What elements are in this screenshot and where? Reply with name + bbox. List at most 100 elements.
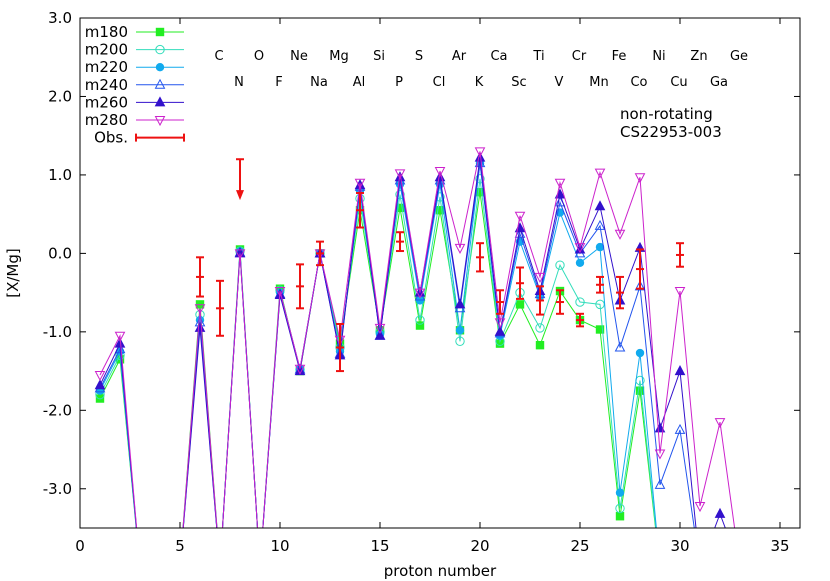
data-point-m280 <box>534 272 546 283</box>
data-point-m280 <box>674 287 686 298</box>
legend-label: m200 <box>85 41 128 59</box>
element-label: Sc <box>511 75 526 90</box>
obs-point <box>556 289 564 315</box>
data-point-m260 <box>594 200 606 211</box>
data-point-m200 <box>415 315 425 325</box>
element-label: C <box>214 49 223 64</box>
obs-point <box>676 242 684 268</box>
element-label: S <box>415 49 423 64</box>
legend-label: m240 <box>85 76 128 94</box>
element-label: Na <box>310 75 328 90</box>
data-point-m260 <box>454 298 466 309</box>
data-point-m260 <box>494 325 506 336</box>
data-point-m280 <box>414 288 426 299</box>
element-label: Al <box>353 75 366 90</box>
data-point-m280 <box>194 304 206 315</box>
data-point-m280 <box>594 168 606 179</box>
legend-marker <box>154 78 166 89</box>
data-point-m240 <box>674 423 686 434</box>
y-tick-label: -1.0 <box>43 323 72 341</box>
obs-point <box>576 312 584 328</box>
element-label: Ne <box>290 49 308 64</box>
data-point-m280 <box>514 211 526 222</box>
data-point-m200 <box>475 174 485 184</box>
legend-label: m220 <box>85 58 128 76</box>
data-point-m260 <box>94 379 106 390</box>
data-point-m280 <box>694 502 706 513</box>
series-line-m280 <box>99 151 736 528</box>
element-label: P <box>395 75 403 90</box>
x-tick-label: 10 <box>270 537 289 555</box>
data-point-m280 <box>614 229 626 240</box>
y-tick-label: 3.0 <box>48 9 72 27</box>
element-label: Ga <box>710 75 728 90</box>
data-point-m180 <box>495 339 505 348</box>
data-point-m280 <box>94 371 106 382</box>
annotation-star: CS22953-003 <box>620 123 722 141</box>
data-point-m180 <box>415 321 425 330</box>
y-tick-label: -3.0 <box>43 480 72 498</box>
element-label: Cr <box>572 49 587 64</box>
annotation-model: non-rotating <box>620 105 713 123</box>
obs-point <box>536 285 544 316</box>
element-label: N <box>234 75 244 90</box>
y-tick-label: -2.0 <box>43 401 72 419</box>
element-label: Ar <box>452 49 467 64</box>
obs-point <box>216 279 224 337</box>
obs-point <box>356 191 364 229</box>
legend-marker <box>155 62 165 72</box>
element-labels: C O Ne Mg Si S Ar Ca Ti Cr Fe Ni Zn Ge N F Na Al P Cl K Sc V Mn… <box>214 49 748 90</box>
legend-marker <box>154 116 166 127</box>
element-label: Cu <box>670 75 687 90</box>
data-point-m280 <box>554 178 566 189</box>
obs-point <box>496 289 504 315</box>
x-tick-label: 35 <box>770 537 789 555</box>
y-axis-label: [X/Mg] <box>4 248 22 298</box>
element-label: Ni <box>652 49 665 64</box>
data-point-m200 <box>535 323 545 333</box>
obs-point <box>316 240 324 267</box>
element-label: V <box>555 75 564 90</box>
data-point-m180 <box>475 187 485 197</box>
data-point-m260 <box>714 507 726 518</box>
series-m280 <box>94 147 736 528</box>
element-label: Mg <box>329 49 348 64</box>
element-label: Mn <box>589 75 608 90</box>
x-tick-label: 5 <box>175 537 185 555</box>
data-point-m260 <box>194 321 206 332</box>
data-point-m200 <box>455 336 465 346</box>
data-point-m240 <box>654 478 666 489</box>
data-point-m180 <box>595 325 605 334</box>
data-point-m220 <box>575 258 585 267</box>
data-point-m180 <box>435 206 445 215</box>
obs-point <box>296 263 304 310</box>
obs-point <box>396 231 404 253</box>
y-tick-label: 1.0 <box>48 166 72 184</box>
data-point-m200 <box>615 503 625 514</box>
data-point-m240 <box>614 341 626 352</box>
plot-frame <box>79 17 801 529</box>
data-point-m280 <box>374 323 386 334</box>
obs-point <box>236 158 244 201</box>
data-point-m240 <box>634 280 646 291</box>
data-point-m180 <box>535 340 545 350</box>
y-tick-label: 0.0 <box>48 244 72 262</box>
data-point-m220 <box>615 488 625 497</box>
data-point-m180 <box>395 203 405 213</box>
obs-point <box>636 248 644 290</box>
data-point-m280 <box>714 418 726 429</box>
element-label: Ca <box>490 49 507 64</box>
x-tick-label: 20 <box>470 537 489 555</box>
x-tick-label: 0 <box>75 537 85 555</box>
legend-marker <box>154 96 166 107</box>
legend-label: m280 <box>85 111 128 129</box>
data-point-m280 <box>114 331 126 342</box>
x-ticks: 0 5 10 15 20 25 30 35 <box>75 18 790 555</box>
element-label: Zn <box>690 49 707 64</box>
data-point-m220 <box>635 348 645 358</box>
data-point-m280 <box>454 243 466 254</box>
data-point-m240 <box>514 227 526 238</box>
obs-point <box>516 266 524 300</box>
